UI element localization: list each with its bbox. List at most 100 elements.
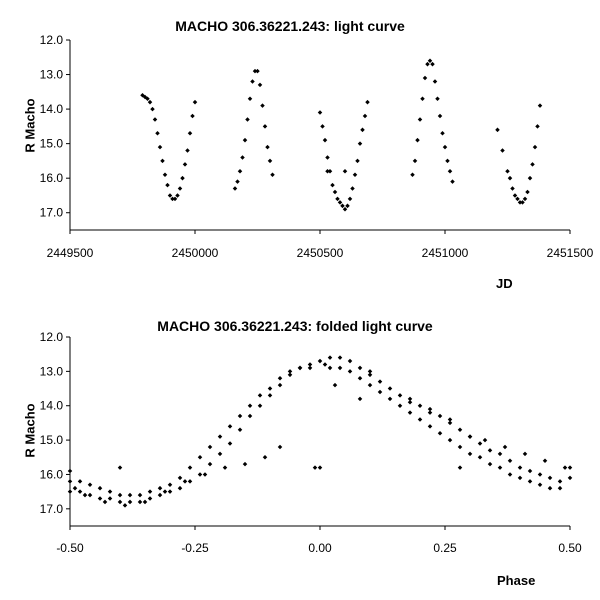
chart-2-data-point	[97, 496, 103, 501]
chart-2-data-point	[87, 482, 93, 488]
chart-1-data-point	[155, 131, 160, 136]
chart-1-data-point	[427, 58, 433, 63]
chart-1-data-point	[322, 137, 328, 143]
chart-1-title: MACHO 306.36221.243: light curve	[175, 18, 405, 34]
chart-1-data-point	[190, 113, 195, 119]
chart-2-x-tick-label: -0.50	[56, 541, 84, 555]
chart-1-data-point	[500, 148, 505, 153]
chart-1-data-point	[240, 155, 245, 160]
chart-2-data-point	[437, 430, 443, 436]
chart-1-data-point	[175, 193, 180, 198]
chart-2-data-point	[397, 393, 403, 398]
chart-1-data-point	[147, 99, 153, 105]
chart-2-data-point	[187, 465, 193, 470]
chart-2-data-point	[517, 475, 523, 481]
chart-2-data-point	[457, 465, 463, 470]
chart-2-data-point	[357, 396, 363, 402]
chart-1-y-tick-label: 13.0	[40, 68, 64, 82]
chart-2-data-point	[487, 448, 493, 453]
chart-1-data-point	[530, 162, 535, 167]
chart-2-data-point	[377, 389, 383, 395]
chart-1-y-tick-label: 16.0	[40, 171, 64, 185]
chart-2-data-point	[522, 451, 528, 457]
chart-1-data-point	[365, 99, 370, 105]
chart-2-y-tick-label: 13.0	[40, 364, 64, 378]
chart-2-data-point	[557, 485, 563, 491]
chart-1-data-point	[335, 196, 340, 202]
chart-1-data-point	[337, 200, 343, 205]
chart-2-data-point	[487, 461, 493, 467]
chart-2-data-point	[447, 420, 453, 426]
chart-2-data-point	[447, 417, 453, 422]
chart-1-data-point	[160, 158, 165, 164]
chart-2-x-tick-label: 0.00	[308, 541, 332, 555]
chart-2-data-point	[297, 365, 303, 371]
chart-2-data-point	[307, 365, 313, 371]
chart-1-data-point	[342, 207, 348, 212]
chart-1-data-point	[512, 193, 518, 198]
chart-1-data-point	[165, 182, 170, 188]
chart-1-y-tick-label: 15.0	[40, 137, 64, 151]
chart-2-data-point	[167, 489, 173, 494]
chart-2-data-point	[457, 427, 463, 433]
chart-1-data-point	[167, 193, 173, 198]
chart-1-data-point	[520, 200, 525, 205]
chart-2-data-point	[527, 479, 533, 484]
chart-2-data-point	[357, 365, 363, 371]
chart-1-data-point	[410, 172, 415, 177]
chart-1-data-point	[527, 175, 533, 181]
chart-2-data-point	[117, 465, 123, 470]
chart-1-data-point	[330, 182, 335, 188]
chart-2-data-point	[257, 393, 263, 398]
chart-1-data-point	[435, 96, 440, 101]
chart-2-y-tick-label: 17.0	[40, 502, 64, 516]
chart-2-data-point	[122, 503, 128, 508]
chart-1-data-point	[507, 175, 513, 181]
chart-2-data-point	[227, 424, 233, 429]
chart-2-data-point	[387, 386, 393, 391]
chart-2-data-point	[417, 403, 423, 408]
chart-2-data-point	[217, 451, 223, 457]
chart-1-data-point	[412, 158, 418, 164]
chart-2-data-point	[567, 465, 573, 470]
chart-1-data-point	[235, 179, 240, 184]
chart-1-data-point	[270, 172, 275, 177]
chart-2-data-point	[347, 358, 353, 364]
chart-2-data-point	[457, 444, 463, 450]
chart-2-y-tick-label: 15.0	[40, 433, 64, 447]
chart-2-data-point	[277, 382, 283, 388]
chart-1-data-point	[450, 179, 455, 184]
chart-1-data-point	[325, 155, 330, 160]
chart-2-y-tick-label: 16.0	[40, 467, 64, 481]
chart-1-data-point	[245, 117, 250, 122]
chart-1-data-point	[332, 189, 338, 195]
chart-1-data-point	[515, 196, 520, 202]
chart-1-data-point	[325, 169, 330, 174]
chart-2-data-point	[157, 492, 163, 498]
chart-2-data-point	[197, 472, 203, 477]
chart-2-data-point	[547, 475, 553, 481]
chart-2-data-point	[407, 396, 413, 402]
chart-1-x-tick-label: 2449500	[47, 246, 94, 260]
chart-1-data-point	[440, 131, 445, 136]
chart-2-data-point	[477, 441, 483, 446]
chart-2-data-point	[397, 403, 403, 408]
chart-2-data-point	[267, 386, 273, 391]
chart-1-xlabel: JD	[496, 276, 513, 291]
chart-1-data-point	[340, 203, 345, 209]
chart-2-data-point	[117, 499, 123, 505]
chart-2-data-point	[367, 372, 373, 378]
chart-1-data-point	[260, 103, 265, 108]
chart-2-data-point	[547, 485, 553, 491]
chart-2-x-tick-label: 0.50	[558, 541, 582, 555]
chart-2-data-point	[162, 489, 168, 494]
chart-2-y-tick-label: 12.0	[40, 330, 64, 344]
chart-2-data-point	[387, 396, 393, 402]
chart-2-data-point	[322, 362, 328, 367]
chart-2-data-point	[237, 427, 243, 433]
chart-2-data-point	[177, 485, 183, 491]
chart-2-x-tick-label: 0.25	[433, 541, 457, 555]
chart-1-data-point	[172, 196, 178, 202]
chart-1-data-point	[342, 169, 348, 174]
